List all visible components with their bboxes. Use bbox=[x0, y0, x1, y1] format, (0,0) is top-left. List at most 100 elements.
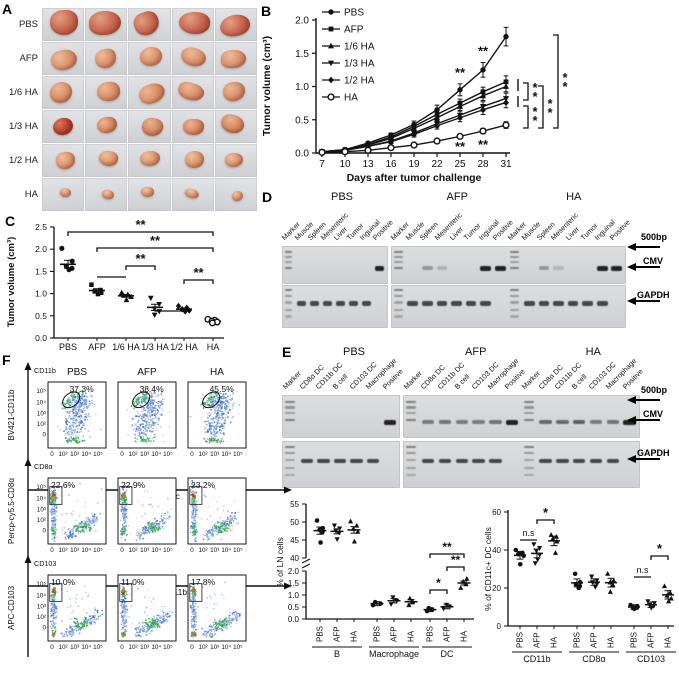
svg-text:Days after tumor challenge: Days after tumor challenge bbox=[347, 172, 482, 184]
svg-text:**: ** bbox=[150, 233, 161, 248]
marker-band bbox=[284, 289, 293, 292]
cmv-band bbox=[538, 266, 550, 271]
svg-text:PBS: PBS bbox=[344, 8, 364, 19]
marker-band bbox=[406, 451, 417, 454]
svg-text:**: ** bbox=[442, 540, 452, 554]
svg-text:HA: HA bbox=[550, 636, 559, 648]
tumor-blob bbox=[140, 186, 155, 199]
cmv-band bbox=[480, 266, 492, 272]
cmv-band bbox=[573, 419, 586, 424]
flow-dots bbox=[189, 581, 241, 638]
svg-text:10³: 10³ bbox=[210, 547, 219, 554]
gapdh-band bbox=[309, 301, 320, 306]
band-arrow-CMV bbox=[627, 263, 636, 271]
panel-f-label: F bbox=[2, 352, 11, 368]
tumor-row-label: 1/6 HA bbox=[8, 87, 38, 98]
tumor-row-label: 1/3 HA bbox=[8, 121, 38, 132]
svg-text:22.6%: 22.6% bbox=[51, 480, 76, 490]
gel-group-title: AFP bbox=[465, 346, 487, 358]
svg-text:10²: 10² bbox=[59, 644, 68, 651]
tumor-blob bbox=[54, 151, 76, 170]
marker-band bbox=[285, 406, 296, 409]
svg-text:55: 55 bbox=[290, 500, 299, 509]
gapdh-band bbox=[489, 459, 502, 464]
band-arrow-CMV bbox=[627, 416, 636, 424]
gapdh-band bbox=[553, 301, 564, 306]
gapdh-band bbox=[538, 301, 550, 306]
svg-text:HA: HA bbox=[210, 367, 224, 378]
marker-band bbox=[510, 308, 520, 311]
dc-CD8α-PBS: PBS bbox=[571, 571, 583, 648]
svg-text:10⁴: 10⁴ bbox=[36, 495, 46, 502]
marker-band bbox=[523, 412, 534, 415]
svg-text:10⁴: 10⁴ bbox=[221, 451, 231, 458]
svg-text:10⁴: 10⁴ bbox=[151, 451, 161, 458]
svg-text:10⁴: 10⁴ bbox=[36, 592, 46, 599]
flow-dots bbox=[189, 479, 240, 543]
band-arrow-500bp bbox=[627, 396, 636, 404]
marker-band bbox=[284, 294, 293, 298]
svg-text:10⁴: 10⁴ bbox=[81, 547, 91, 554]
svg-text:10²: 10² bbox=[129, 547, 138, 554]
band-arrow-line bbox=[634, 300, 660, 302]
dc-CD8α-HA: HA bbox=[605, 571, 617, 648]
svg-text:CD11b: CD11b bbox=[523, 654, 550, 664]
tumor-photo bbox=[128, 178, 171, 211]
tumor-blob bbox=[179, 44, 209, 70]
gapdh-band bbox=[407, 301, 419, 306]
svg-text:10²: 10² bbox=[37, 421, 46, 428]
svg-text:10⁵: 10⁵ bbox=[93, 644, 103, 651]
band-annotation: 500bp bbox=[641, 232, 668, 242]
tumor-blob bbox=[182, 119, 204, 136]
marker-band bbox=[406, 459, 417, 462]
marker-band bbox=[393, 294, 403, 298]
svg-text:0.5: 0.5 bbox=[295, 115, 309, 126]
svg-text:0: 0 bbox=[190, 644, 194, 651]
panel-a-label: A bbox=[2, 1, 13, 17]
gel-group-title: PBS bbox=[330, 191, 354, 203]
tumor-blob bbox=[100, 188, 115, 201]
marker-band bbox=[406, 445, 417, 448]
tumor-photo bbox=[85, 8, 128, 41]
gel-strip bbox=[282, 441, 400, 488]
gapdh-band bbox=[573, 459, 586, 464]
marker-band bbox=[284, 256, 293, 259]
svg-text:1.5: 1.5 bbox=[35, 266, 47, 276]
svg-text:AFP: AFP bbox=[88, 342, 106, 352]
tumor-blob bbox=[96, 80, 121, 102]
svg-text:AFP: AFP bbox=[333, 626, 342, 642]
tumor-photo bbox=[214, 110, 258, 143]
svg-text:10⁵: 10⁵ bbox=[233, 644, 243, 651]
panel-e-label: E bbox=[282, 344, 292, 360]
svg-text:CD8α: CD8α bbox=[34, 462, 53, 471]
svg-text:1.0: 1.0 bbox=[35, 289, 47, 299]
marker-band bbox=[523, 459, 534, 462]
flow-plot: PBS 37.3% 0 10² 10³ 10⁴ 10⁵ bbox=[47, 367, 107, 458]
svg-text:23.2%: 23.2% bbox=[191, 480, 216, 490]
flow-plot: HA 45.5% 0 10² 10³ 10⁴ 10⁵ bbox=[187, 367, 247, 458]
flow-plot: 10.0% 0 10² 10³ 10⁴ 10⁵ bbox=[47, 574, 107, 651]
gapdh-band bbox=[317, 459, 330, 464]
tumor-blob bbox=[220, 49, 246, 69]
tumor-photo bbox=[214, 178, 258, 211]
cmv-band bbox=[553, 266, 564, 271]
svg-text:AFP: AFP bbox=[344, 25, 364, 36]
cmv-band bbox=[383, 419, 396, 425]
marker-band bbox=[393, 301, 403, 304]
tumor-photo bbox=[214, 144, 258, 177]
svg-text:*: * bbox=[532, 80, 538, 95]
tumor-photo bbox=[171, 8, 214, 41]
gapdh-band bbox=[589, 459, 603, 464]
marker-band bbox=[510, 266, 520, 270]
marker-band bbox=[284, 251, 293, 254]
dc-CD8α-AFP: AFP bbox=[588, 574, 600, 648]
svg-text:**: ** bbox=[193, 265, 204, 280]
marker-band bbox=[510, 289, 520, 292]
svg-text:0: 0 bbox=[190, 547, 194, 554]
gel-group-title: HA bbox=[566, 191, 582, 203]
svg-text:1/6 HA: 1/6 HA bbox=[344, 42, 375, 53]
tumor-photo bbox=[214, 8, 258, 41]
tumor-blob bbox=[218, 12, 251, 38]
gel-group-title: PBS bbox=[342, 346, 366, 358]
svg-text:10⁴: 10⁴ bbox=[221, 644, 231, 651]
